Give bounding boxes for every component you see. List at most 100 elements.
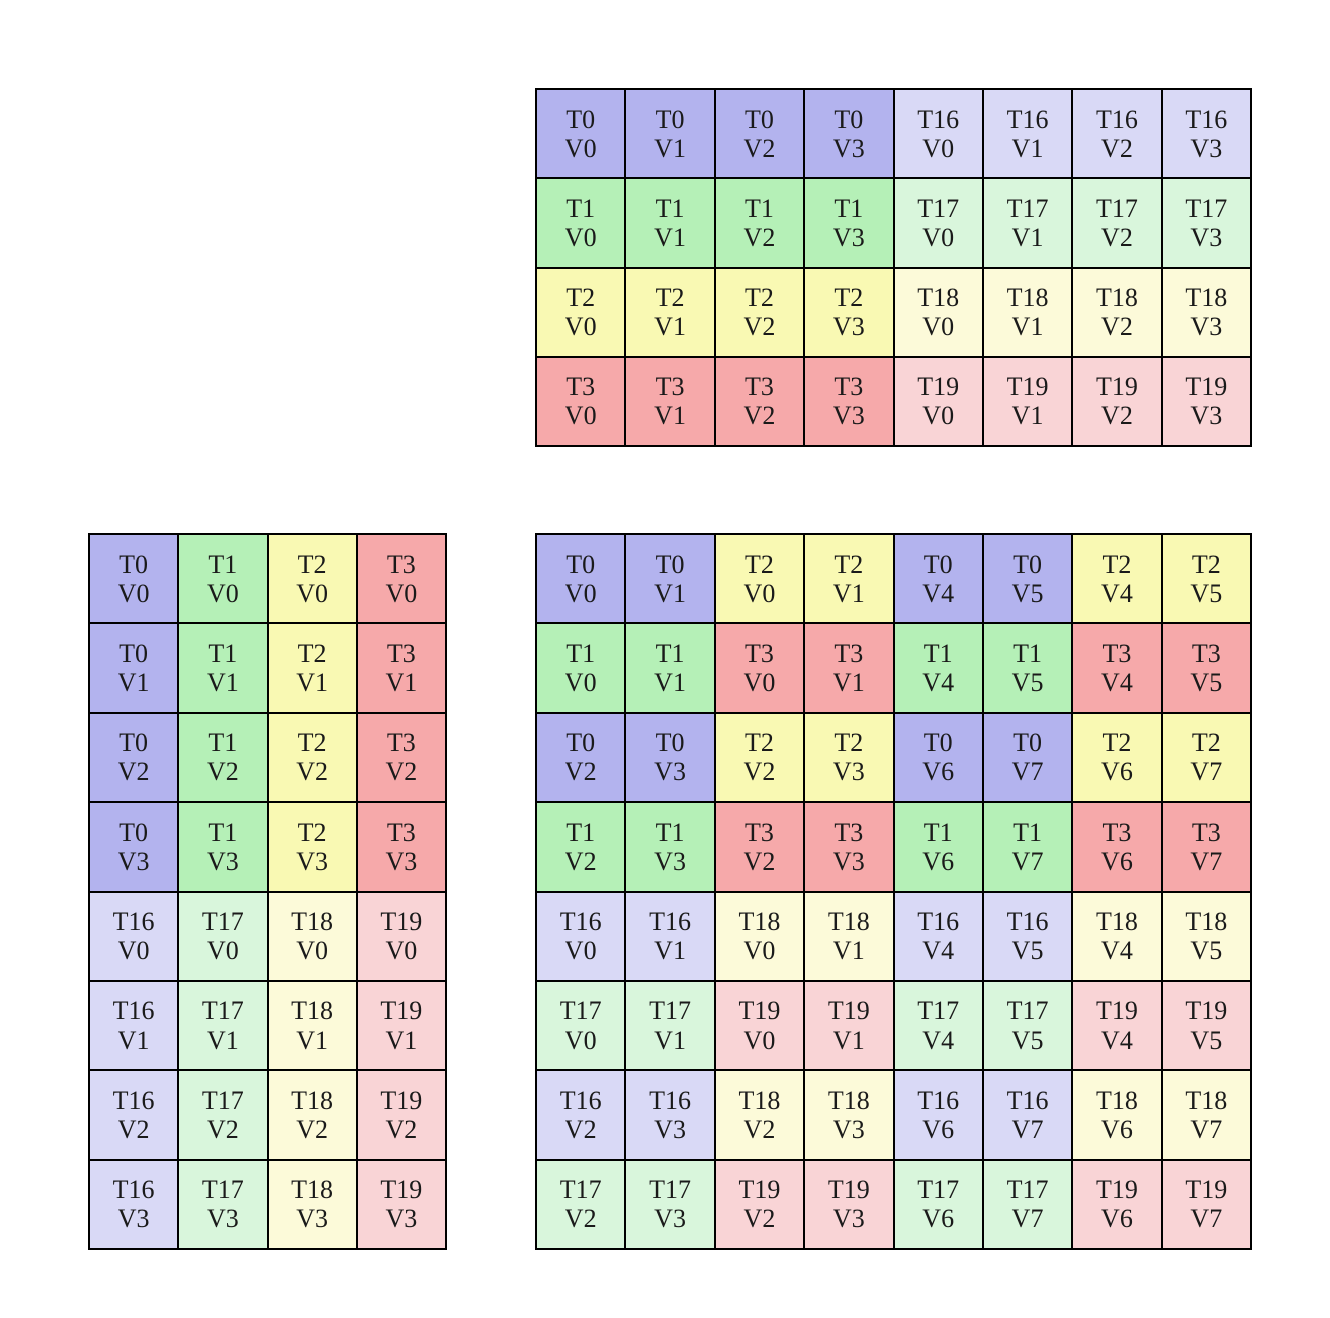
cell-T3-V1: T3 V1 (357, 624, 445, 712)
value-label: V3 (832, 757, 865, 787)
value-label: V2 (385, 1114, 418, 1144)
cell-T0-V3: T0 V3 (805, 90, 893, 178)
thread-label: T18 (917, 283, 960, 313)
value-label: V5 (1190, 1025, 1223, 1055)
value-label: V1 (832, 668, 865, 698)
value-label: V0 (564, 1025, 597, 1055)
thread-label: T18 (827, 907, 870, 937)
thread-label: T2 (297, 549, 327, 579)
value-label: V0 (922, 312, 955, 342)
cell-T2-V6: T2 V6 (1073, 713, 1161, 802)
thread-label: T2 (1102, 728, 1132, 758)
value-label: V0 (743, 936, 776, 966)
cell-T18-V1: T18 V1 (805, 892, 893, 980)
value-label: V4 (1101, 668, 1133, 698)
cell-T3-V3: T3 V3 (805, 357, 893, 445)
cell-T18-V6: T18 V6 (1073, 1071, 1161, 1159)
value-label: V0 (564, 222, 597, 252)
cell-T18-V3: T18 V3 (805, 1071, 893, 1159)
thread-label: T17 (1185, 193, 1228, 223)
cell-T18-V1: T18 V1 (983, 268, 1072, 356)
thread-label: T16 (559, 1085, 602, 1115)
thread-label: T17 (559, 996, 602, 1026)
cell-T16-V7: T16 V7 (983, 1071, 1072, 1159)
cell-T19-V5: T19 V5 (1162, 981, 1250, 1070)
cell-T16-V1: T16 V1 (90, 981, 178, 1070)
value-label: V1 (296, 1025, 329, 1055)
thread-label: T18 (1095, 907, 1138, 937)
value-label: V7 (1011, 1204, 1044, 1234)
cell-T1-V1: T1 V1 (626, 624, 714, 712)
cell-T1-V3: T1 V3 (805, 179, 893, 267)
thread-label: T2 (1191, 728, 1221, 758)
value-label: V3 (832, 312, 865, 342)
value-label: V3 (832, 1114, 865, 1144)
value-label: V0 (922, 222, 955, 252)
thread-label: T2 (655, 283, 685, 313)
cell-T0-V2: T0 V2 (715, 90, 804, 178)
thread-value-grid-bottom-right: T0 V0 T0 V1 T2 V0 T2 V1 T0 V4 T0 V5 T2 V4 T2 V5 T1 V0 T1 V1… (535, 533, 1252, 1250)
value-label: V0 (385, 578, 418, 608)
value-label: V1 (654, 668, 686, 698)
cell-T19-V6: T19 V6 (1073, 1160, 1161, 1248)
value-label: V2 (117, 757, 150, 787)
thread-label: T0 (119, 728, 149, 758)
value-label: V5 (1190, 936, 1223, 966)
cell-T19-V2: T19 V2 (715, 1160, 804, 1248)
value-label: V3 (654, 1204, 686, 1234)
cell-T1-V2: T1 V2 (715, 179, 804, 267)
thread-label: T17 (201, 907, 244, 937)
value-label: V3 (832, 133, 865, 163)
cell-T19-V3: T19 V3 (805, 1160, 893, 1248)
value-label: V4 (1101, 578, 1133, 608)
cell-T0-V2: T0 V2 (537, 713, 625, 802)
cell-T17-V0: T17 V0 (894, 179, 982, 267)
value-label: V6 (1101, 1204, 1133, 1234)
value-label: V3 (1190, 312, 1223, 342)
thread-label: T2 (297, 817, 327, 847)
thread-label: T16 (1006, 907, 1049, 937)
thread-label: T0 (119, 817, 149, 847)
thread-label: T16 (917, 1085, 960, 1115)
cell-T3-V1: T3 V1 (805, 624, 893, 712)
thread-label: T19 (380, 907, 423, 937)
thread-label: T1 (655, 817, 685, 847)
cell-T0-V0: T0 V0 (537, 535, 625, 623)
cell-T18-V0: T18 V0 (894, 268, 982, 356)
value-label: V2 (743, 133, 776, 163)
cell-T3-V0: T3 V0 (715, 624, 804, 712)
cell-T3-V2: T3 V2 (715, 803, 804, 891)
thread-label: T1 (744, 193, 774, 223)
cell-T16-V3: T16 V3 (1162, 90, 1250, 178)
value-label: V1 (117, 1025, 150, 1055)
thread-label: T3 (1191, 817, 1221, 847)
thread-label: T19 (380, 1085, 423, 1115)
thread-label: T19 (1185, 996, 1228, 1026)
thread-label: T2 (1102, 549, 1132, 579)
value-label: V1 (654, 1025, 686, 1055)
cell-T16-V3: T16 V3 (626, 1071, 714, 1159)
thread-label: T3 (655, 372, 685, 402)
thread-label: T19 (827, 996, 870, 1026)
value-label: V2 (296, 757, 329, 787)
value-label: V1 (206, 1025, 239, 1055)
cell-T19-V0: T19 V0 (357, 892, 445, 980)
thread-value-grid-bottom-left: T0 V0 T1 V0 T2 V0 T3 V0 T0 V1 T1 V1 T2 V1 T3 V1 T0 V2 T1 V2… (88, 533, 447, 1250)
value-label: V1 (296, 668, 329, 698)
value-label: V1 (1011, 401, 1044, 431)
thread-label: T3 (744, 817, 774, 847)
cell-T18-V0: T18 V0 (268, 892, 356, 980)
cell-T1-V1: T1 V1 (179, 624, 267, 712)
thread-label: T19 (1185, 372, 1228, 402)
thread-label: T17 (649, 996, 691, 1026)
value-label: V3 (654, 1114, 686, 1144)
cell-T19-V1: T19 V1 (357, 981, 445, 1070)
value-label: V0 (743, 668, 776, 698)
cell-T3-V0: T3 V0 (537, 357, 625, 445)
cell-T0-V3: T0 V3 (90, 803, 178, 891)
cell-T3-V2: T3 V2 (715, 357, 804, 445)
value-label: V7 (1190, 757, 1223, 787)
thread-label: T3 (386, 638, 416, 668)
thread-label: T16 (1006, 104, 1049, 134)
value-label: V5 (1190, 668, 1223, 698)
